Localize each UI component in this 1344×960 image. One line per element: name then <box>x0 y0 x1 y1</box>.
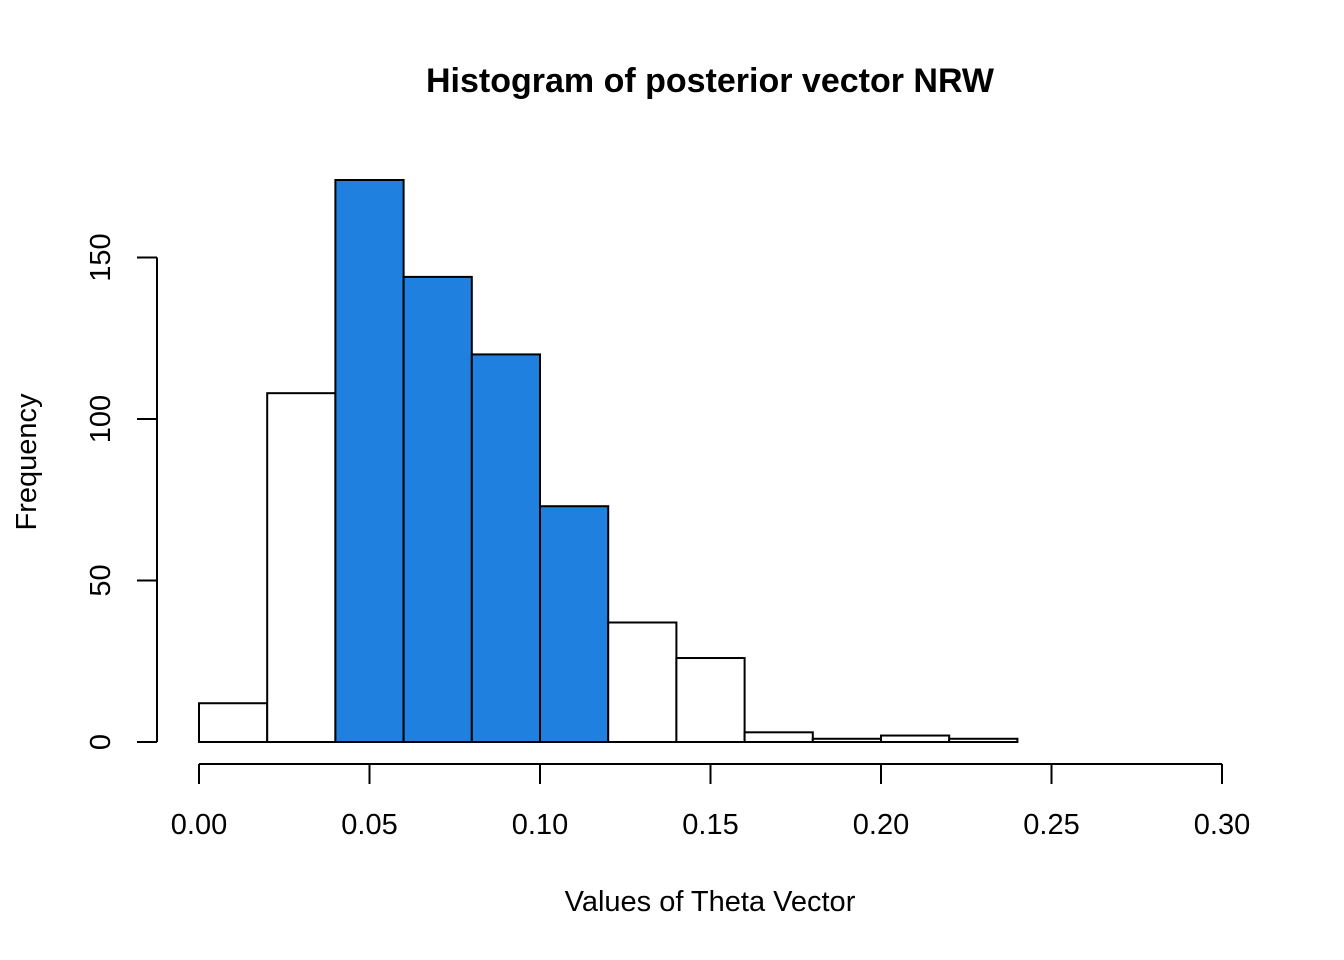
histogram-bar-1 <box>266 392 337 743</box>
bars-group <box>198 179 1019 744</box>
x-axis-label: Values of Theta Vector <box>565 886 856 918</box>
y-tick-label-3: 150 <box>85 233 117 281</box>
histogram-bar-0 <box>198 702 269 744</box>
histogram-bar-2 <box>334 179 405 743</box>
x-axis: 0.00 0.05 0.10 0.15 0.20 0.25 0.30 <box>171 763 1250 841</box>
y-axis: 0 50 100 150 <box>85 233 158 750</box>
histogram-bar-10 <box>880 734 951 743</box>
histogram-bar-3 <box>402 275 473 743</box>
histogram-bar-4 <box>470 353 541 743</box>
x-tick-label-1: 0.05 <box>341 809 397 841</box>
histogram-bar-8 <box>743 731 814 744</box>
histogram-bar-11 <box>948 737 1019 744</box>
y-tick-label-2: 100 <box>85 395 117 443</box>
x-tick-label-3: 0.15 <box>682 809 738 841</box>
y-axis-label: Frequency <box>11 393 43 531</box>
y-tick-label-0: 0 <box>85 734 117 750</box>
histogram-bar-6 <box>607 621 678 744</box>
histogram-bar-5 <box>539 505 610 743</box>
x-tick-label-6: 0.30 <box>1194 809 1250 841</box>
histogram-bar-7 <box>675 657 746 744</box>
x-tick-label-2: 0.10 <box>512 809 568 841</box>
x-tick-label-5: 0.25 <box>1023 809 1079 841</box>
x-tick-label-0: 0.00 <box>171 809 227 841</box>
x-tick-label-4: 0.20 <box>853 809 909 841</box>
chart-title: Histogram of posterior vector NRW <box>426 62 995 100</box>
histogram-bar-9 <box>811 737 882 744</box>
y-tick-label-1: 50 <box>85 564 117 596</box>
